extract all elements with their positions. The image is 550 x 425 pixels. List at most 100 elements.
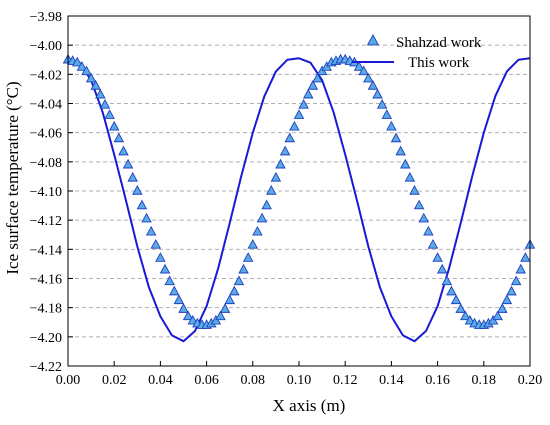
data-point-shahzad-work [242,252,254,262]
data-point-shahzad-work [108,120,120,131]
data-point-shahzad-work [266,185,277,195]
axis-ticks: 0.00 0.02 0.04 0.06 0.08 0.10 0.12 0.14 0.16 0.18… [30,10,543,388]
data-point-shahzad-work [353,61,365,71]
legend-label-this-work: This work [408,55,470,71]
data-point-shahzad-work [520,252,531,262]
data-point-shahzad-work [289,120,300,131]
data-point-shahzad-work [178,303,189,313]
data-point-shahzad-work [270,171,282,182]
data-point-shahzad-work [145,225,157,236]
y-tick-label: −4.18 [30,302,62,317]
data-point-shahzad-work [150,239,162,249]
data-point-shahzad-work [464,314,476,325]
legend-triangle-icon [366,34,380,46]
y-tick-label: −4.20 [30,331,62,346]
data-point-shahzad-work [238,263,249,274]
data-point-shahzad-work [413,199,425,210]
data-point-shahzad-work [400,158,411,169]
y-tick-label: −4.14 [30,243,62,258]
x-tick-label: 0.16 [425,373,450,388]
data-point-shahzad-work [376,99,388,109]
legend-marker-shahzad-work [366,34,380,46]
data-point-shahzad-work [233,275,245,286]
y-tick-label: −4.04 [30,98,62,113]
data-point-shahzad-work [187,314,198,325]
data-point-shahzad-work [182,310,194,321]
data-point-shahzad-work [132,185,143,195]
y-tick-label: −4.00 [30,39,62,54]
y-tick-label: −4.12 [30,214,62,229]
data-point-shahzad-work [279,145,291,156]
data-point-shahzad-work [164,275,175,286]
data-point-shahzad-work [423,225,434,236]
data-point-shahzad-work [261,199,272,210]
data-point-shahzad-work [492,310,503,321]
legend-label-shahzad-work: Shahzad work [396,35,482,51]
data-point-shahzad-work [409,185,420,195]
data-point-shahzad-work [215,310,226,321]
data-point-shahzad-work [159,263,171,274]
y-tick-label: −4.10 [30,185,62,200]
data-point-shahzad-work [127,171,138,182]
data-point-shahzad-work [113,132,125,143]
x-tick-label: 0.18 [472,373,497,388]
data-point-shahzad-work [386,120,397,131]
data-point-shahzad-work [85,72,97,83]
data-point-shahzad-work [141,212,152,223]
data-point-shahzad-work [284,132,296,143]
y-axis-title: Ice surface temperature (°C) [3,81,22,274]
data-point-shahzad-work [302,88,314,99]
data-point-shahzad-work [229,285,240,296]
y-tick-label: −3.98 [30,10,62,25]
data-point-shahzad-work [441,275,453,286]
data-point-shahzad-work [427,239,439,249]
data-point-shahzad-work [99,99,111,109]
data-point-shahzad-work [275,158,286,169]
data-point-shahzad-work [446,285,457,296]
y-tick-label: −4.06 [30,127,62,142]
x-tick-label: 0.06 [194,373,219,388]
x-tick-label: 0.04 [148,373,173,388]
data-point-shahzad-work [367,80,379,90]
x-tick-label: 0.20 [518,373,543,388]
data-point-shahzad-work [390,132,402,143]
x-tick-label: 0.10 [287,373,312,388]
data-point-shahzad-work [450,294,462,305]
data-point-shahzad-work [395,145,406,156]
data-point-shahzad-work [460,310,471,321]
data-point-shahzad-work [510,275,522,286]
x-tick-label: 0.02 [102,373,127,388]
data-point-shahzad-work [136,199,148,210]
data-point-shahzad-work [76,61,88,71]
x-tick-label: 0.12 [333,373,358,388]
x-tick-label: 0.14 [379,373,404,388]
data-point-shahzad-work [247,239,259,249]
data-point-shahzad-work [104,109,115,119]
data-point-shahzad-work [497,303,508,313]
data-point-shahzad-work [298,99,309,109]
data-point-shahzad-work [307,80,319,90]
data-point-shahzad-work [404,171,416,182]
data-point-shahzad-work [173,294,185,305]
data-point-shahzad-work [95,88,106,99]
data-point-shahzad-work [71,56,83,67]
data-point-shahzad-work [436,263,448,274]
data-point-shahzad-work [515,263,527,274]
data-point-shahzad-work [506,285,517,296]
data-point-shahzad-work [501,294,513,305]
legend: Shahzad work This work [352,34,482,71]
data-point-shahzad-work [155,252,166,262]
x-tick-label: 0.08 [241,373,266,388]
data-point-shahzad-work [312,72,323,83]
y-tick-label: −4.02 [30,68,62,83]
data-point-shahzad-work [252,225,263,236]
data-point-shahzad-work [358,65,369,76]
y-tick-label: −4.16 [30,273,62,288]
data-point-shahzad-work [256,212,268,223]
x-axis-title: X axis (m) [273,396,346,415]
data-point-shahzad-work [293,109,305,119]
data-point-shahzad-work [432,252,443,262]
y-tick-label: −4.08 [30,156,62,171]
